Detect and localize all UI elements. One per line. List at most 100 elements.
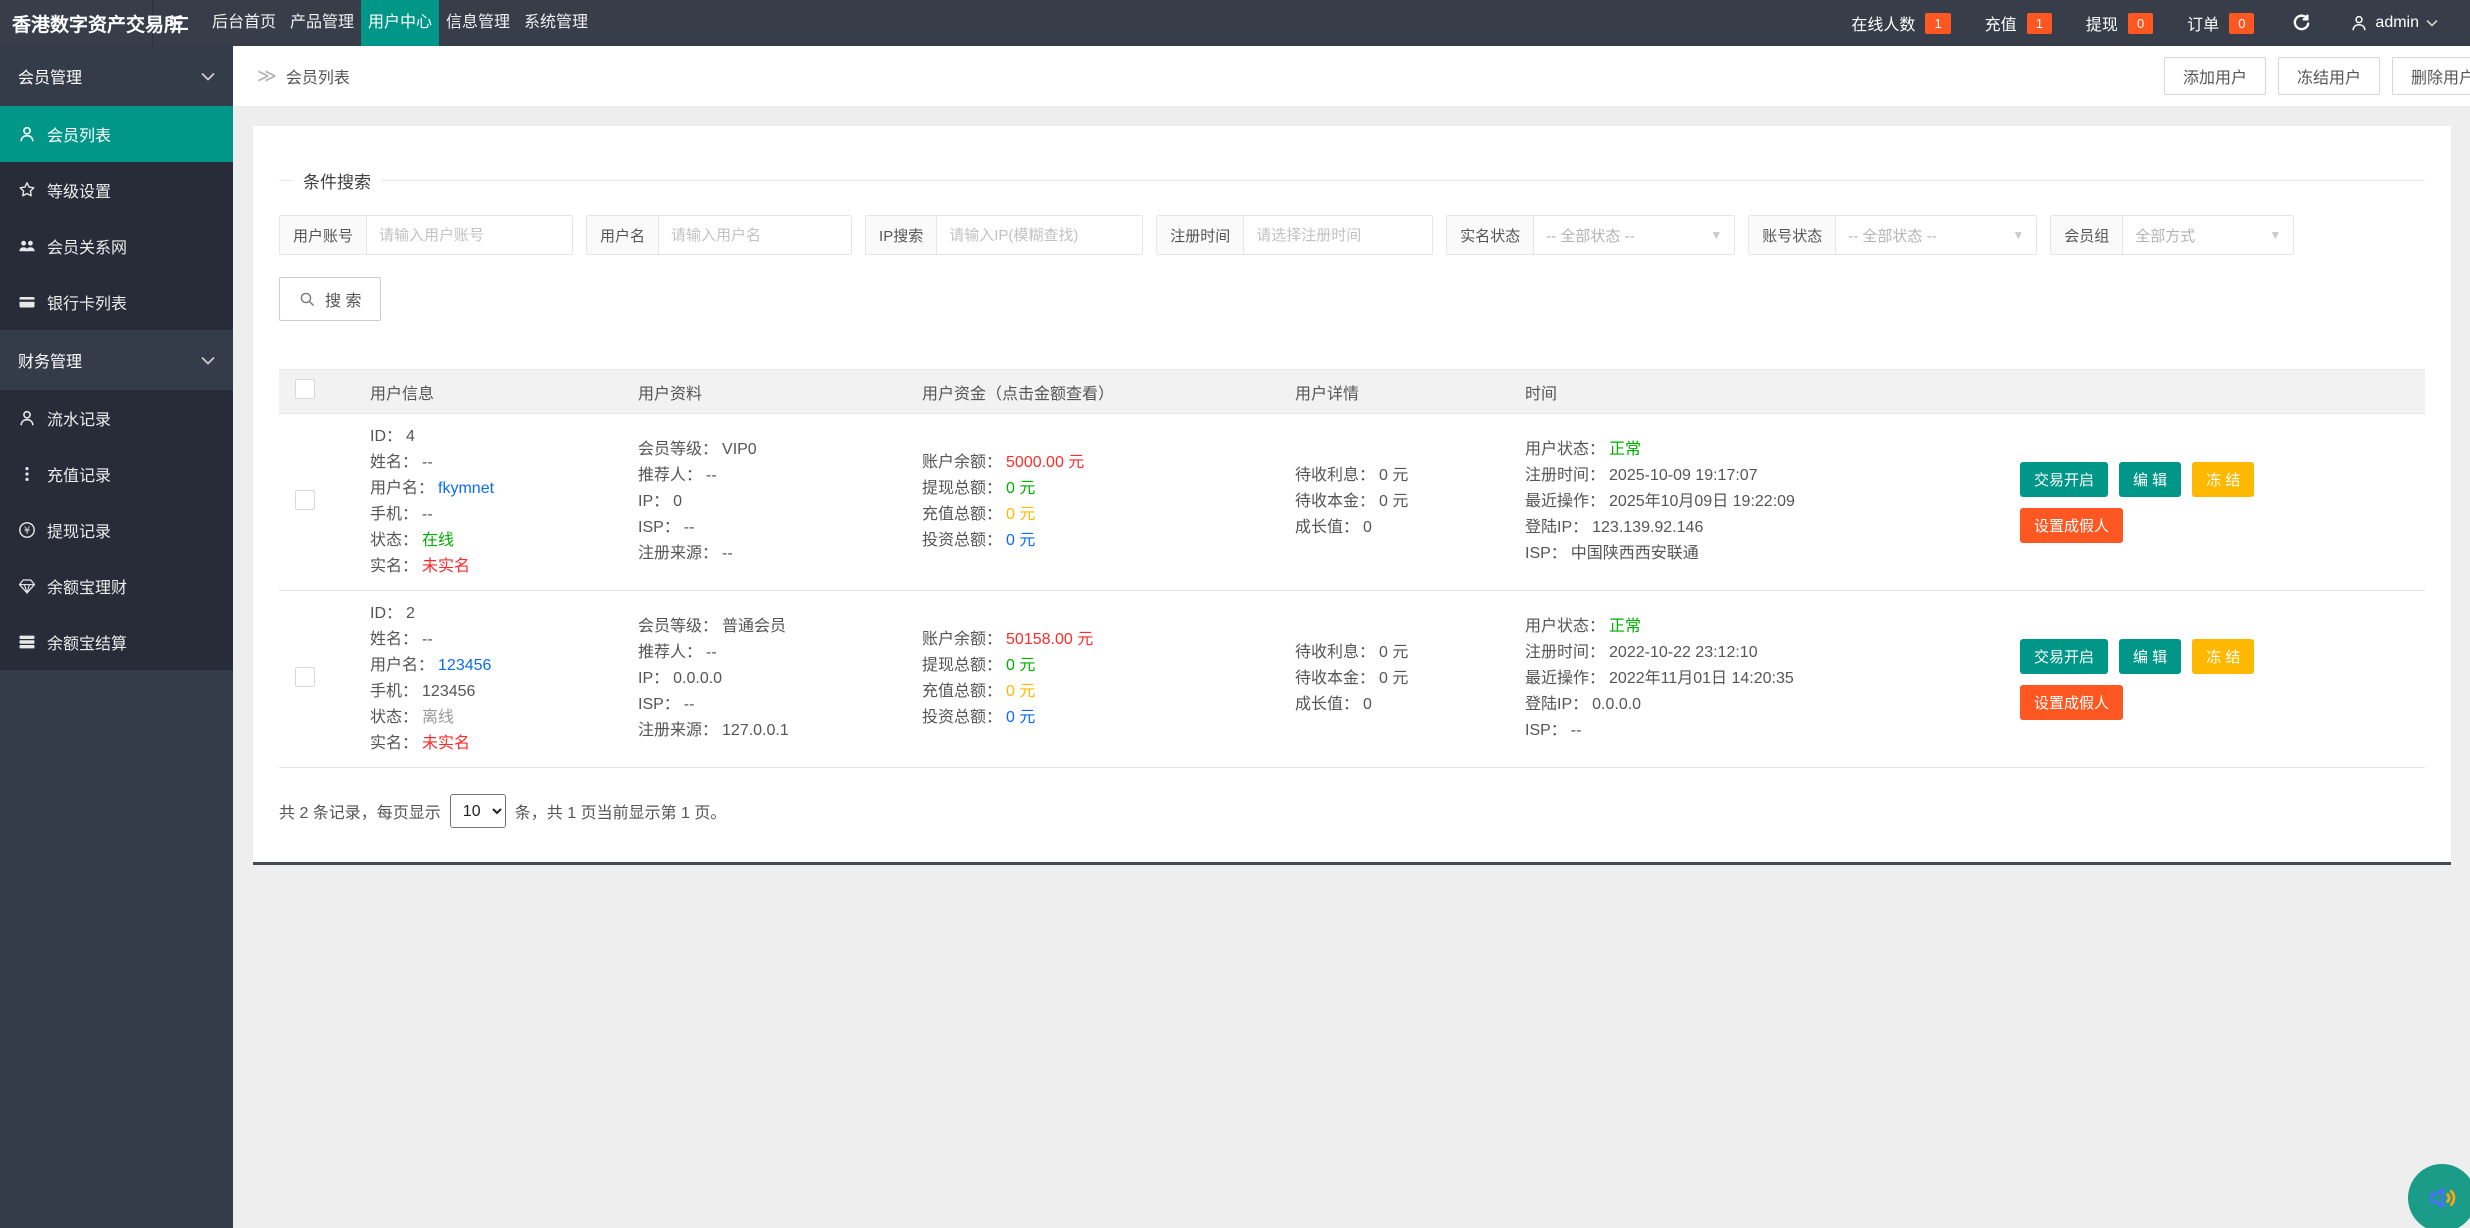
- delete-user-button[interactable]: 删除用户: [2391, 57, 2470, 95]
- sidebar-item-withdraw-records[interactable]: ¥ 提现记录: [0, 502, 233, 558]
- set-fake-button[interactable]: 设置成假人: [2020, 507, 2124, 543]
- online-status: 离线: [422, 709, 455, 726]
- account-status-select[interactable]: -- 全部状态 -- ▼: [1848, 227, 2025, 245]
- sidebar-member-items: 会员列表 等级设置 会员关系网 银行卡列表: [0, 106, 233, 330]
- stat-recharge[interactable]: 充值 1: [1968, 11, 2069, 35]
- bank-card-icon: [18, 293, 36, 311]
- search-fieldset: 条件搜索 用户账号 用户名 IP搜索 注册时间: [279, 168, 2425, 323]
- stat-online-users[interactable]: 在线人数 1: [1834, 11, 1967, 35]
- yen-circle-icon: ¥: [18, 521, 36, 539]
- cell-actions: 交易开启 编 辑 冻 结 设置成假人: [1995, 413, 2425, 591]
- set-fake-button[interactable]: 设置成假人: [2020, 684, 2124, 720]
- search-form-row: 用户账号 用户名 IP搜索 注册时间 实名状态: [279, 215, 2425, 255]
- table-row: ID： 4 姓名： -- 用户名： fkymnet 手机： -- 状态： 在线 实名： 未实…: [279, 413, 2425, 591]
- withdraw-total[interactable]: 0 元: [1006, 480, 1036, 497]
- user-icon: [18, 125, 36, 143]
- page-size-select[interactable]: 10: [449, 794, 506, 828]
- sidebar-item-member-network[interactable]: 会员关系网: [0, 218, 233, 274]
- invest-total[interactable]: 0 元: [1006, 532, 1036, 549]
- cell-user-profile: 会员等级： 普通会员 推荐人： -- IP： 0.0.0.0 ISP： -- 注册来源：…: [613, 590, 897, 768]
- stat-orders[interactable]: 订单 0: [2170, 11, 2271, 35]
- caret-down-icon: ▼: [2012, 228, 2025, 242]
- members-table: 用户信息 用户资料 用户资金（点击金额查看） 用户详情 时间 ID： 4 姓名： -…: [279, 369, 2425, 768]
- recharge-badge: 1: [2026, 12, 2052, 34]
- nav-products[interactable]: 产品管理: [289, 14, 354, 31]
- col-user-info: 用户信息: [345, 369, 613, 414]
- sidebar-section-finance-mgmt[interactable]: 财务管理: [0, 330, 233, 390]
- trade-toggle-button[interactable]: 交易开启: [2020, 638, 2109, 674]
- breadcrumb-bar: ≫ 会员列表 添加用户 冻结用户 删除用户: [233, 46, 2470, 106]
- recharge-total[interactable]: 0 元: [1006, 683, 1036, 700]
- sidebar-item-recharge-records[interactable]: 充值记录: [0, 446, 233, 502]
- balance-amount[interactable]: 5000.00 元: [1006, 454, 1085, 471]
- realname-status-group: 实名状态 -- 全部状态 -- ▼: [1446, 215, 1736, 255]
- ip-search-input[interactable]: [937, 216, 1143, 254]
- nav-home[interactable]: 后台首页: [211, 14, 276, 31]
- search-button[interactable]: 搜 索: [279, 277, 382, 321]
- nav-system[interactable]: 系统管理: [523, 14, 588, 31]
- topbar: 香港数字资产交易所 后台首页 产品管理 用户中心 信息管理 系统管理 在线人数 …: [0, 0, 2470, 46]
- add-user-button[interactable]: 添加用户: [2163, 57, 2266, 95]
- sidebar-item-member-list[interactable]: 会员列表: [0, 106, 233, 162]
- cell-user-info: ID： 4 姓名： -- 用户名： fkymnet 手机： -- 状态： 在线 实名： 未实…: [345, 413, 613, 591]
- page-actions: 添加用户 冻结用户 删除用户: [2163, 57, 2470, 95]
- row-checkbox[interactable]: [295, 489, 315, 510]
- select-all-checkbox[interactable]: [295, 379, 315, 399]
- online-users-badge: 1: [1925, 12, 1951, 34]
- sidebar-section-member-mgmt[interactable]: 会员管理: [0, 46, 233, 106]
- sidebar-item-bank-cards[interactable]: 银行卡列表: [0, 274, 233, 330]
- cell-user-funds: 账户余额： 5000.00 元 提现总额： 0 元 充值总额： 0 元 投资总额： 0 …: [897, 413, 1270, 591]
- freeze-button[interactable]: 冻 结: [2192, 461, 2255, 497]
- breadcrumb-separator-icon: ≫: [257, 65, 277, 87]
- trade-toggle-button[interactable]: 交易开启: [2020, 461, 2109, 497]
- withdraw-total[interactable]: 0 元: [1006, 657, 1036, 674]
- freeze-user-button[interactable]: 冻结用户: [2277, 57, 2380, 95]
- refresh-icon[interactable]: [2271, 13, 2332, 34]
- username-link[interactable]: fkymnet: [438, 480, 495, 497]
- sidebar-finance-items: 流水记录 充值记录 ¥ 提现记录 余额宝理财 余额宝结算: [0, 390, 233, 670]
- freeze-button[interactable]: 冻 结: [2192, 638, 2255, 674]
- cell-time: 用户状态： 正常 注册时间： 2022-10-22 23:12:10 最近操作： 20…: [1500, 590, 1995, 768]
- member-list-card: 条件搜索 用户账号 用户名 IP搜索 注册时间: [253, 126, 2451, 865]
- cell-user-funds: 账户余额： 50158.00 元 提现总额： 0 元 充值总额： 0 元 投资总额： 0…: [897, 590, 1270, 768]
- page-title: 会员列表: [285, 70, 350, 87]
- edit-button[interactable]: 编 辑: [2119, 461, 2182, 497]
- table-header-row: 用户信息 用户资料 用户资金（点击金额查看） 用户详情 时间: [279, 369, 2425, 414]
- nav-user-center[interactable]: 用户中心: [361, 0, 439, 46]
- hamburger-menu-icon[interactable]: [153, 0, 205, 46]
- speaker-icon: [2429, 1187, 2456, 1209]
- nav-information[interactable]: 信息管理: [445, 14, 510, 31]
- sidebar-item-flow-records[interactable]: 流水记录: [0, 390, 233, 446]
- member-group-group: 会员组 全部方式 ▼: [2050, 215, 2295, 255]
- edit-button[interactable]: 编 辑: [2119, 638, 2182, 674]
- floating-sound-button[interactable]: [2408, 1164, 2470, 1228]
- invest-total[interactable]: 0 元: [1006, 709, 1036, 726]
- pagination-suffix: 条，共 1 页当前显示第 1 页。: [514, 805, 727, 822]
- orders-badge: 0: [2229, 12, 2255, 34]
- cell-time: 用户状态： 正常 注册时间： 2025-10-09 19:17:07 最近操作： 20…: [1500, 413, 1995, 591]
- svg-text:¥: ¥: [24, 526, 30, 537]
- diamond-icon: [18, 577, 36, 595]
- user-status: 正常: [1609, 618, 1642, 635]
- account-field-group: 用户账号: [279, 215, 574, 255]
- sidebar-item-yuebao-invest[interactable]: 余额宝理财: [0, 558, 233, 614]
- account-input[interactable]: [367, 216, 573, 254]
- sidebar-item-level-settings[interactable]: 等级设置: [0, 162, 233, 218]
- chevron-down-icon: [201, 72, 215, 81]
- register-time-input[interactable]: [1244, 216, 1433, 254]
- stat-withdraw[interactable]: 提现 0: [2069, 11, 2170, 35]
- realname-status-select[interactable]: -- 全部状态 -- ▼: [1546, 227, 1723, 245]
- user-icon: [18, 409, 36, 427]
- balance-amount[interactable]: 50158.00 元: [1006, 631, 1094, 648]
- username-input[interactable]: [659, 216, 852, 254]
- username-link[interactable]: 123456: [438, 657, 492, 674]
- row-checkbox[interactable]: [295, 666, 315, 687]
- chevron-down-icon: [201, 356, 215, 365]
- account-status-group: 账号状态 -- 全部状态 -- ▼: [1748, 215, 2038, 255]
- realname-status: 未实名: [422, 735, 471, 752]
- sidebar-item-yuebao-settle[interactable]: 余额宝结算: [0, 614, 233, 670]
- member-group-select[interactable]: 全部方式 ▼: [2135, 227, 2282, 245]
- recharge-total[interactable]: 0 元: [1006, 506, 1036, 523]
- col-actions: [1995, 369, 2425, 414]
- admin-user-menu[interactable]: admin: [2332, 14, 2446, 32]
